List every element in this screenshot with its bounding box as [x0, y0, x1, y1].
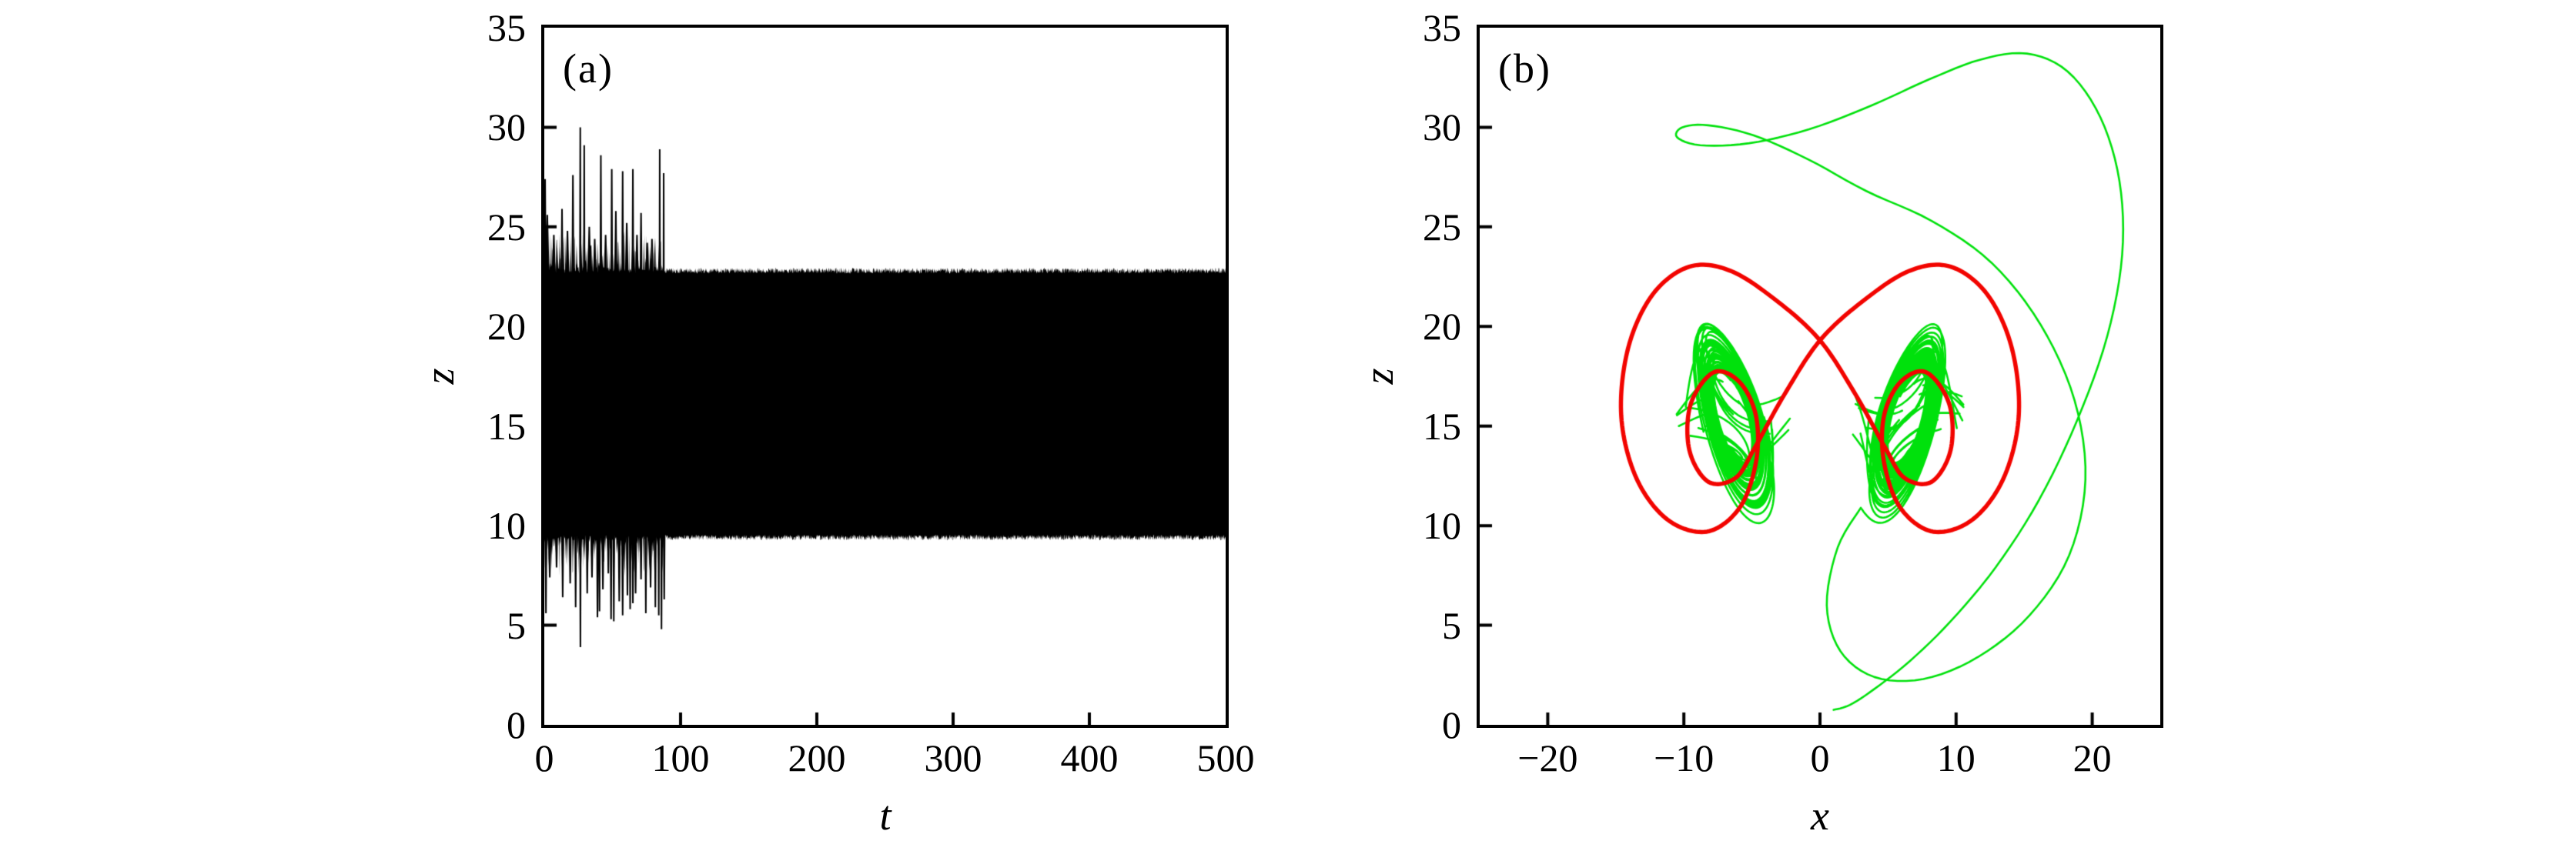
tick-label: 35 — [487, 6, 526, 49]
panel-a-y-axis-title-text: z — [417, 368, 463, 385]
tick-label: 20 — [487, 305, 526, 349]
tick-label: −20 — [1517, 736, 1578, 779]
panel-b-y-axis-title: z — [1355, 349, 1403, 403]
panel-b-frame — [1477, 25, 2163, 728]
tick-label: 25 — [1423, 205, 1461, 249]
tick-label: 0 — [534, 736, 554, 779]
panel-a-x-axis-title: t — [879, 793, 892, 839]
tick-label: 10 — [1936, 736, 1975, 779]
panel-b-tag: (b) — [1498, 45, 1551, 92]
tick-label: 15 — [1423, 404, 1461, 448]
tick-label: 35 — [1423, 6, 1461, 49]
tick-label: 300 — [924, 736, 982, 779]
tick-label: −10 — [1654, 736, 1715, 779]
tick-label: 0 — [1810, 736, 1830, 779]
tick-label: 400 — [1060, 736, 1119, 779]
panel-a-y-axis-title: z — [416, 349, 463, 403]
panel-a-frame — [541, 25, 1229, 728]
tick-label: 100 — [651, 736, 710, 779]
tick-label: 200 — [788, 736, 846, 779]
panel-b-x-axis-title: x — [1811, 793, 1829, 839]
panel-a-plot-canvas — [544, 28, 1226, 725]
tick-label: 500 — [1196, 736, 1255, 779]
panel-b-y-axis-title-text: z — [1356, 368, 1402, 385]
tick-label: 25 — [487, 205, 526, 249]
tick-label: 0 — [1442, 703, 1461, 746]
panel-a-tag: (a) — [563, 45, 614, 92]
tick-label: 30 — [1423, 105, 1461, 149]
tick-label: 5 — [1442, 603, 1461, 647]
tick-label: 10 — [1423, 504, 1461, 548]
tick-label: 10 — [487, 504, 526, 548]
tick-label: 20 — [1423, 305, 1461, 349]
tick-label: 15 — [487, 404, 526, 448]
tick-label: 0 — [507, 703, 526, 746]
tick-label: 30 — [487, 105, 526, 149]
panel-b-plot-canvas — [1480, 28, 2160, 725]
tick-label: 20 — [2073, 736, 2112, 779]
tick-label: 5 — [507, 603, 526, 647]
